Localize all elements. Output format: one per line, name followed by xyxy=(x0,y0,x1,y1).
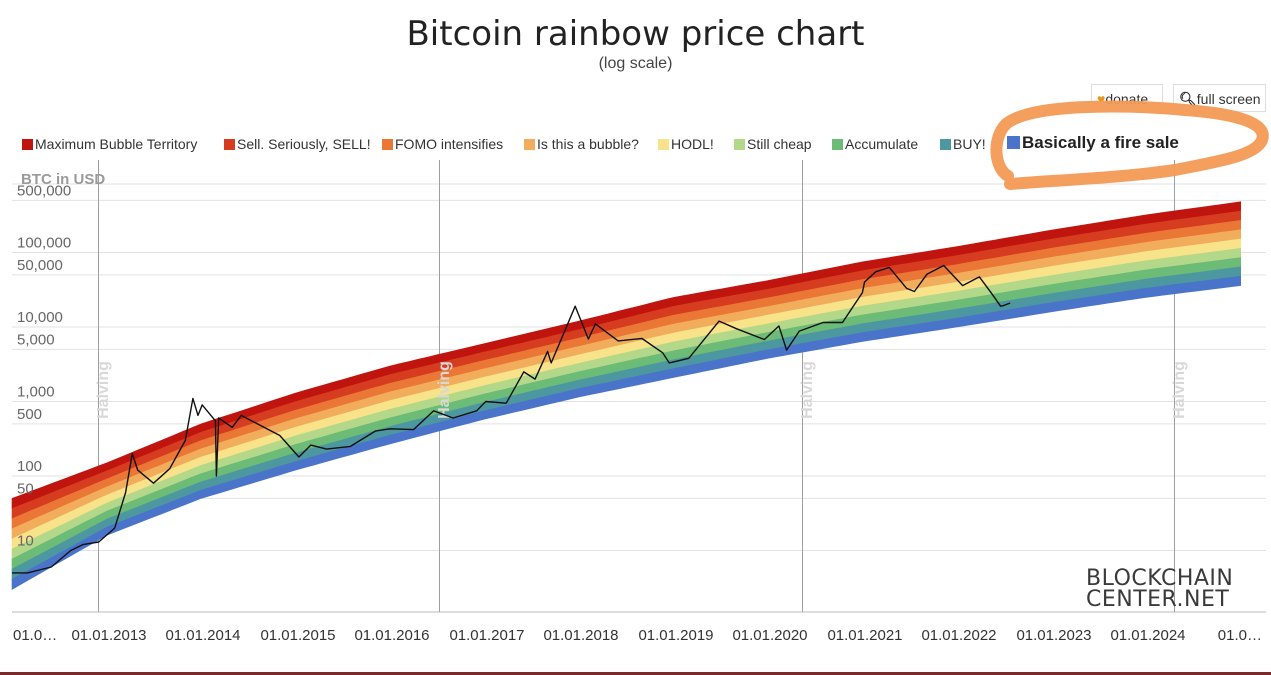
legend-item-7[interactable]: Accumulate xyxy=(832,134,918,154)
y-tick-label-5: 1,000 xyxy=(17,384,55,401)
x-tick-label-14: 01.0… xyxy=(1218,627,1262,644)
zoom-icon: 🔍︎ xyxy=(1179,91,1197,107)
x-tick-label-4: 01.01.2015 xyxy=(260,627,335,644)
legend-swatch xyxy=(382,139,393,150)
legend-swatch xyxy=(1007,136,1020,149)
x-tick-label-12: 01.01.2023 xyxy=(1016,627,1091,644)
heart-icon: ♥ xyxy=(1097,91,1106,107)
btc-price-line xyxy=(12,264,1011,574)
halving-label-1: Halving xyxy=(95,361,112,419)
highlight-scribble xyxy=(990,100,1269,190)
y-tick-label-10: 500,000 xyxy=(17,182,71,199)
x-tick-label-10: 01.01.2021 xyxy=(827,627,902,644)
rainbow-band-9 xyxy=(11,275,1241,591)
chart-title: Bitcoin rainbow price chart xyxy=(406,14,865,54)
y-tick-label-9: 100,000 xyxy=(17,235,71,252)
legend-swatch xyxy=(22,139,33,150)
legend-item-8[interactable]: BUY! xyxy=(940,134,986,154)
x-tick-label-5: 01.01.2016 xyxy=(354,627,429,644)
x-tick-label-8: 01.01.2019 xyxy=(638,627,713,644)
y-tick-label-2: 50 xyxy=(17,480,34,497)
halving-label-2: Halving xyxy=(436,361,453,419)
legend-item-2[interactable]: Sell. Seriously, SELL! xyxy=(224,134,371,154)
y-tick-label-4: 500 xyxy=(17,406,42,423)
legend-label: Maximum Bubble Territory xyxy=(35,136,198,152)
legend-item-5[interactable]: HODL! xyxy=(658,134,714,154)
legend-swatch xyxy=(734,139,745,150)
legend-swatch xyxy=(832,139,843,150)
legend-label: Sell. Seriously, SELL! xyxy=(237,136,371,152)
legend-item-1[interactable]: Maximum Bubble Territory xyxy=(22,134,197,154)
legend-label: BUY! xyxy=(953,136,986,152)
legend-label: Still cheap xyxy=(747,136,812,152)
y-tick-label-8: 50,000 xyxy=(17,257,63,274)
legend-item-4[interactable]: Is this a bubble? xyxy=(524,134,639,154)
blockchaincenter-logo: BLOCKCHAIN CENTER.NET xyxy=(1086,566,1234,612)
legend-swatch xyxy=(658,139,669,150)
x-tick-label-3: 01.01.2014 xyxy=(165,627,240,644)
halving-label-4: Halving xyxy=(1171,361,1188,419)
legend-label: Basically a fire sale xyxy=(1022,133,1179,152)
y-tick-label-3: 100 xyxy=(17,458,42,475)
x-tick-label-6: 01.01.2017 xyxy=(449,627,524,644)
x-tick-label-13: 01.01.2024 xyxy=(1110,627,1185,644)
legend-item-6[interactable]: Still cheap xyxy=(734,134,812,154)
legend-swatch xyxy=(224,139,235,150)
logo-line-1: BLOCKCHAIN xyxy=(1086,566,1234,591)
y-axis-label: BTC in USD xyxy=(21,171,105,188)
halving-label-3: Halving xyxy=(799,361,816,419)
legend-label: FOMO intensifies xyxy=(395,136,504,152)
legend-label: Accumulate xyxy=(845,136,919,152)
x-tick-label-11: 01.01.2022 xyxy=(921,627,996,644)
x-tick-label-9: 01.01.2020 xyxy=(732,627,807,644)
legend-item-3[interactable]: FOMO intensifies xyxy=(382,134,503,154)
y-tick-label-1: 10 xyxy=(17,533,34,550)
full-screen-label: full screen xyxy=(1196,91,1261,107)
y-tick-label-7: 10,000 xyxy=(17,309,63,326)
x-tick-label-1: 01.0… xyxy=(13,627,57,644)
chart-subtitle: (log scale) xyxy=(598,55,673,72)
legend-item-9[interactable]: Basically a fire sale xyxy=(1007,133,1179,153)
legend-label: Is this a bubble? xyxy=(537,136,639,152)
bottom-border xyxy=(0,672,1271,675)
legend-label: HODL! xyxy=(671,136,714,152)
legend-swatch xyxy=(524,139,535,150)
logo-line-2: CENTER.NET xyxy=(1086,587,1230,612)
legend-swatch xyxy=(940,139,951,150)
x-tick-label-7: 01.01.2018 xyxy=(543,627,618,644)
y-tick-label-6: 5,000 xyxy=(17,331,55,348)
x-tick-label-2: 01.01.2013 xyxy=(71,627,146,644)
